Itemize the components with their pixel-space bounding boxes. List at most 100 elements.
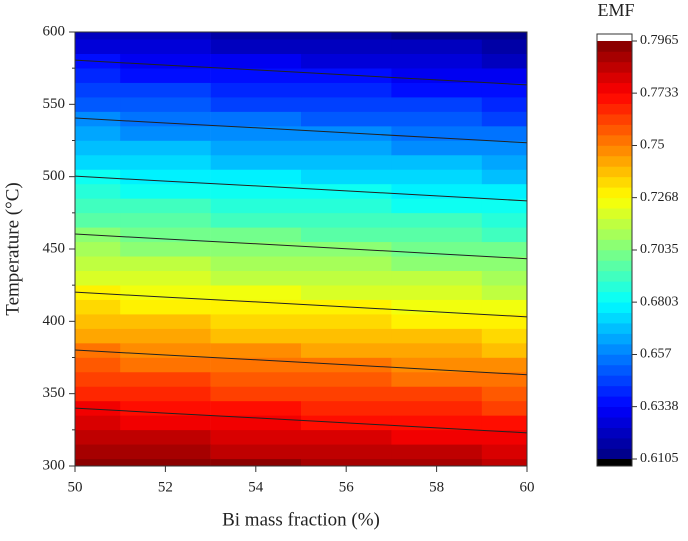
heat-cell [481,386,528,402]
heat-cell [391,458,483,467]
heat-cell [391,371,483,387]
heat-cell [75,169,121,185]
heat-cell [75,342,121,358]
heat-cell [301,212,392,228]
y-tick-label: 550 [43,96,66,112]
heat-cell [75,328,121,344]
colorbar-band [597,113,632,125]
heat-cell [391,125,483,141]
heat-cell [120,284,211,300]
colorbar-tick-label: 0.7965 [640,33,679,48]
colorbar-over [597,34,632,41]
heat-cell [210,342,302,358]
axes: 50 52 54 56 58 60 300 350 400 450 500 550 600 0.6105 0… [43,23,679,495]
colorbar-band [597,61,632,73]
colorbar-band [597,301,632,313]
heat-cell [120,328,211,344]
contour-line [74,117,528,144]
heat-cell [120,38,211,54]
colorbar-under [597,459,632,466]
heat-cell [210,313,302,329]
heat-cell [210,270,302,286]
heat-cell [481,111,528,127]
heat-cell [301,429,392,445]
heat-cell [120,458,211,467]
heat-cell [120,241,211,257]
heat-cell [210,169,302,185]
x-tick-label: 56 [339,479,355,495]
contour-line [74,59,528,86]
heat-cell [391,328,483,344]
heat-cell [75,284,121,300]
heat-cell [120,198,211,214]
heat-cell [481,82,528,98]
heat-cell [210,198,302,214]
heat-cell [75,429,121,445]
colorbar-band [597,260,632,272]
heat-cell [301,154,392,170]
heat-cell [301,38,392,54]
heat-cell [120,371,211,387]
colorbar-band [597,385,632,397]
heat-cell [391,198,483,214]
heat-cell [210,429,302,445]
colorbar-band [597,354,632,366]
heat-cell [301,386,392,402]
x-tick-label: 50 [68,479,83,495]
colorbar-band [597,333,632,345]
colorbar-band [597,427,632,439]
heat-cell [120,227,211,243]
heat-cell [391,386,483,402]
heat-cell [391,400,483,416]
colorbar-band [597,437,632,449]
heat-cell [301,342,392,358]
heat-cell [75,82,121,98]
heat-cell [75,67,121,83]
colorbar-band [597,166,632,178]
heat-cell [75,255,121,271]
heat-cell [481,31,528,40]
x-tick-label: 54 [248,479,264,495]
colorbar-title: EMF [597,0,634,20]
contour-line [74,175,528,202]
heat-cell [75,371,121,387]
x-tick-label: 58 [429,479,444,495]
heat-cell [120,125,211,141]
heat-cell [75,227,121,243]
colorbar-band [597,124,632,136]
heat-cell [481,357,528,373]
heat-cell [391,111,483,127]
heat-cell [210,328,302,344]
heat-cell [391,67,483,83]
colorbar-tick-label: 0.7035 [640,242,679,257]
heat-cell [120,386,211,402]
colorbar-band [597,239,632,251]
heat-cell [481,284,528,300]
colorbar-band [597,249,632,261]
heat-cell [391,169,483,185]
heat-cell [301,400,392,416]
heat-cell [120,313,211,329]
heat-cell [210,444,302,460]
heat-cell [481,313,528,329]
heat-cell [301,371,392,387]
heat-cell [391,255,483,271]
heat-cell [210,371,302,387]
colorbar-band [597,155,632,167]
heat-cell [120,429,211,445]
colorbar-band [597,343,632,355]
heat-cell [120,111,211,127]
heat-cell [210,154,302,170]
heat-cell [75,400,121,416]
heat-cell [120,183,211,199]
colorbar-tick-label: 0.6105 [640,451,679,466]
colorbar-band [597,145,632,157]
heat-cell [210,386,302,402]
x-tick-label: 60 [520,479,535,495]
heat-cell [391,38,483,54]
heat-cell [120,212,211,228]
heat-cell [391,227,483,243]
heat-cell [481,342,528,358]
heat-cell [120,299,211,315]
heat-cell [301,444,392,460]
